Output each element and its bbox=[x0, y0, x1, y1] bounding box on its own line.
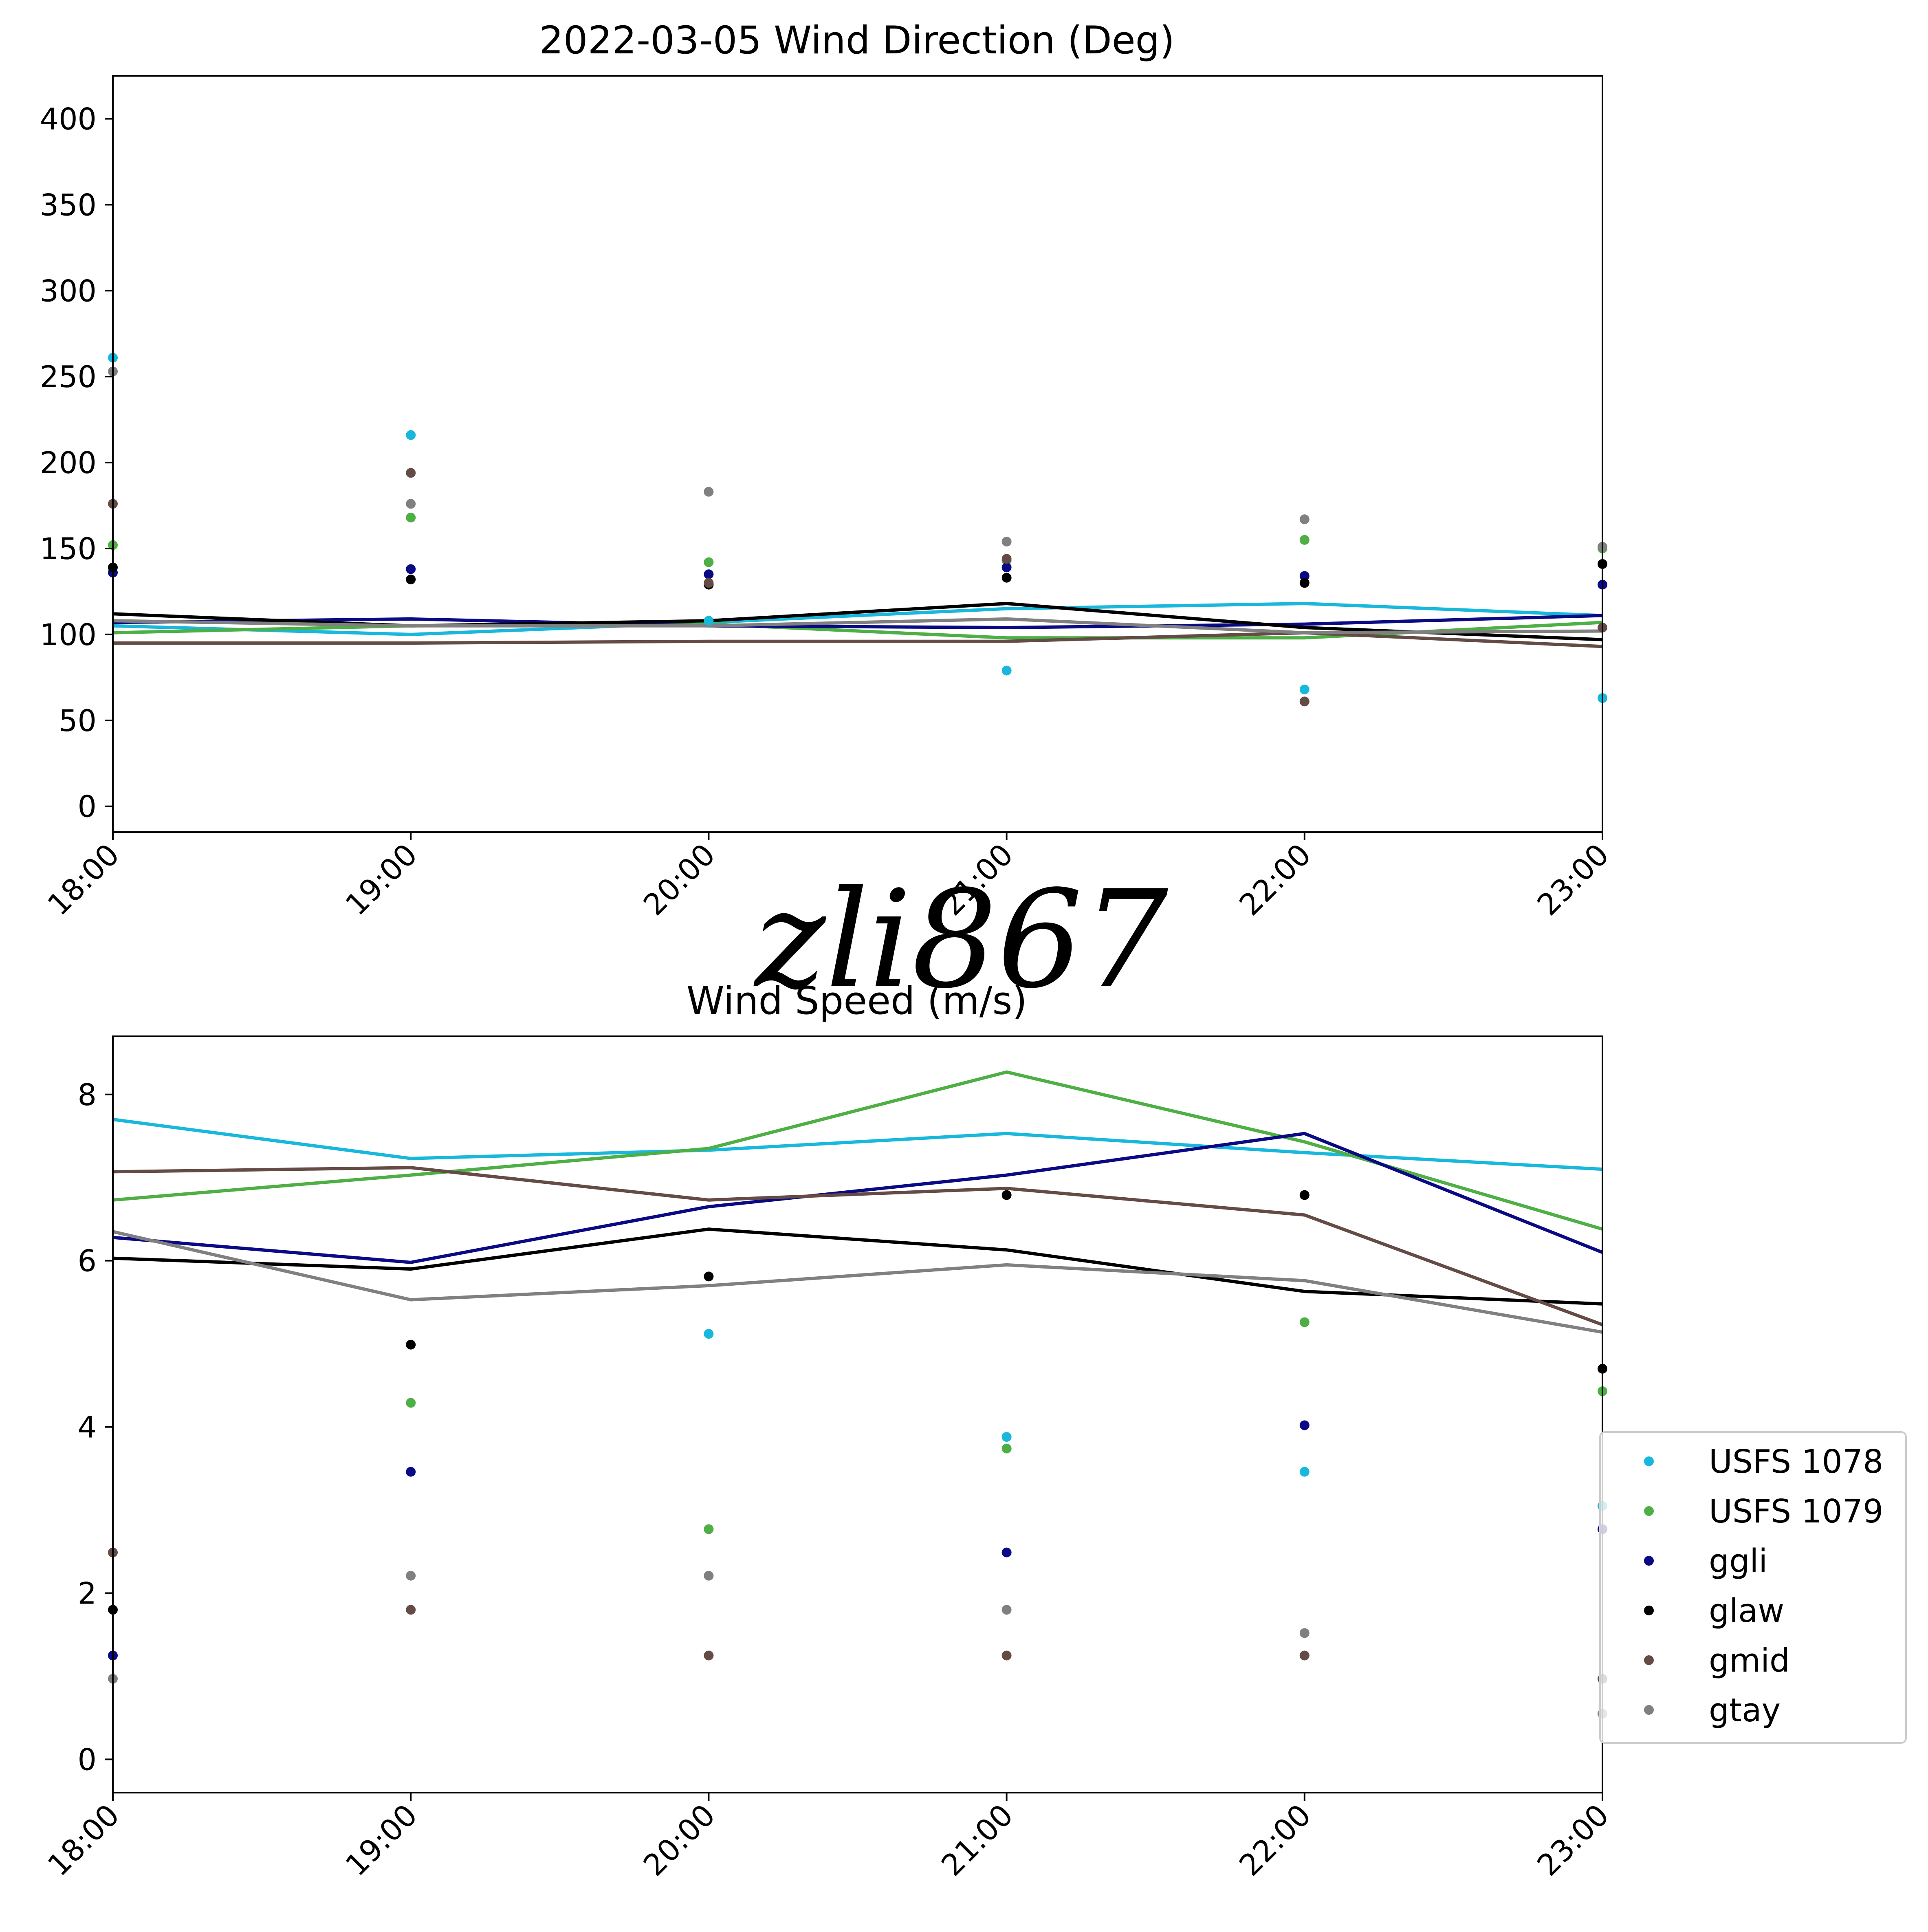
plot-frame bbox=[112, 1035, 1603, 1793]
data-point-glaw bbox=[1001, 1190, 1012, 1200]
legend-label: glaw bbox=[1709, 1592, 1784, 1630]
y-tick-label: 0 bbox=[78, 1743, 97, 1777]
data-point-ggli bbox=[704, 569, 714, 579]
data-point-usfs-1079 bbox=[704, 557, 714, 567]
data-point-ggli bbox=[1001, 562, 1012, 573]
legend-label: ggli bbox=[1709, 1542, 1767, 1580]
data-point-gmid bbox=[406, 1605, 416, 1615]
data-point-usfs-1078 bbox=[1001, 1432, 1012, 1442]
y-tick-label: 0 bbox=[78, 790, 97, 824]
data-point-gmid bbox=[406, 468, 416, 478]
legend-label: gmid bbox=[1709, 1642, 1790, 1679]
data-point-gmid bbox=[1299, 696, 1310, 707]
legend-label: gtay bbox=[1709, 1692, 1781, 1729]
series-line-gmid bbox=[112, 1166, 1603, 1326]
series-line-usfs-1079 bbox=[112, 1070, 1603, 1231]
series-line-usfs-1078 bbox=[112, 602, 1603, 636]
data-point-glaw bbox=[704, 1271, 714, 1282]
data-point-ggli bbox=[1299, 1420, 1310, 1430]
data-point-usfs-1078 bbox=[1299, 1467, 1310, 1477]
legend-marker-gtay bbox=[1644, 1705, 1654, 1715]
y-tick-label: 300 bbox=[40, 274, 97, 308]
data-point-glaw bbox=[1299, 578, 1310, 588]
data-point-gtay bbox=[1299, 1628, 1310, 1638]
y-tick-label: 2 bbox=[78, 1577, 97, 1611]
series-line-ggli bbox=[112, 1132, 1603, 1264]
y-tick-label: 50 bbox=[59, 704, 97, 738]
y-tick-label: 150 bbox=[40, 532, 97, 566]
legend-box bbox=[1599, 1431, 1907, 1744]
data-point-usfs-1078 bbox=[704, 616, 714, 626]
data-point-gtay bbox=[1001, 537, 1012, 547]
y-tick-label: 200 bbox=[40, 446, 97, 480]
y-tick-label: 400 bbox=[40, 102, 97, 137]
data-point-gtay bbox=[704, 1571, 714, 1581]
data-point-gmid bbox=[704, 1650, 714, 1661]
data-point-glaw bbox=[406, 574, 416, 584]
data-point-gtay bbox=[704, 487, 714, 497]
data-point-glaw bbox=[406, 1339, 416, 1350]
data-point-glaw bbox=[1299, 1190, 1310, 1200]
series-line-gmid bbox=[113, 631, 1603, 648]
data-point-usfs-1078 bbox=[1299, 684, 1310, 694]
data-point-gmid bbox=[1001, 1650, 1012, 1661]
y-tick-label: 100 bbox=[40, 618, 97, 652]
data-point-gtay bbox=[406, 499, 416, 509]
data-point-usfs-1079 bbox=[1001, 1443, 1012, 1454]
data-point-ggli bbox=[1001, 1547, 1012, 1557]
data-point-gtay bbox=[1001, 1605, 1012, 1615]
data-point-usfs-1079 bbox=[406, 1398, 416, 1408]
data-point-ggli bbox=[406, 564, 416, 574]
y-tick-label: 4 bbox=[78, 1410, 97, 1445]
data-point-usfs-1079 bbox=[704, 1524, 714, 1534]
data-point-gtay bbox=[1299, 514, 1310, 524]
legend-marker-glaw bbox=[1644, 1606, 1654, 1615]
data-point-ggli bbox=[1299, 571, 1310, 581]
data-point-usfs-1079 bbox=[1299, 535, 1310, 545]
legend-marker-gmid bbox=[1644, 1655, 1654, 1665]
data-point-glaw bbox=[1001, 573, 1012, 583]
legend-label: USFS 1078 bbox=[1709, 1443, 1883, 1480]
data-point-gmid bbox=[1001, 554, 1012, 564]
data-point-usfs-1078 bbox=[1001, 665, 1012, 676]
data-point-gtay bbox=[406, 1571, 416, 1581]
series-line-gtay bbox=[112, 1230, 1603, 1334]
data-point-gmid bbox=[704, 578, 714, 588]
legend-marker-ggli bbox=[1644, 1556, 1654, 1566]
data-point-ggli bbox=[406, 1467, 416, 1477]
y-tick-label: 350 bbox=[40, 188, 97, 222]
y-tick-label: 8 bbox=[78, 1078, 97, 1112]
plot-frame bbox=[112, 75, 1603, 833]
data-point-usfs-1079 bbox=[1299, 1317, 1310, 1327]
series-line-ggli bbox=[112, 614, 1603, 629]
y-tick-label: 250 bbox=[40, 360, 97, 394]
series-line-gtay bbox=[112, 617, 1603, 634]
wind-direction-title: 2022-03-05 Wind Direction (Deg) bbox=[539, 18, 1175, 63]
data-point-usfs-1078 bbox=[704, 1329, 714, 1339]
legend: USFS 1078 USFS 1079 ggli glaw gmid gtay bbox=[1599, 1431, 1907, 1744]
legend-label: USFS 1079 bbox=[1709, 1493, 1883, 1530]
data-point-usfs-1079 bbox=[406, 513, 416, 523]
signature-watermark: zli867 bbox=[753, 861, 1169, 1018]
legend-marker-usfs-1078 bbox=[1644, 1456, 1654, 1466]
y-tick-label: 6 bbox=[78, 1244, 97, 1279]
wind-direction-plot-area bbox=[108, 352, 1607, 707]
wind-speed-title: Wind Speed (m/s) bbox=[687, 979, 1027, 1023]
data-point-usfs-1078 bbox=[406, 430, 416, 440]
data-point-gmid bbox=[1299, 1650, 1310, 1661]
legend-marker-usfs-1079 bbox=[1644, 1506, 1654, 1516]
series-line-glaw bbox=[112, 1227, 1603, 1306]
